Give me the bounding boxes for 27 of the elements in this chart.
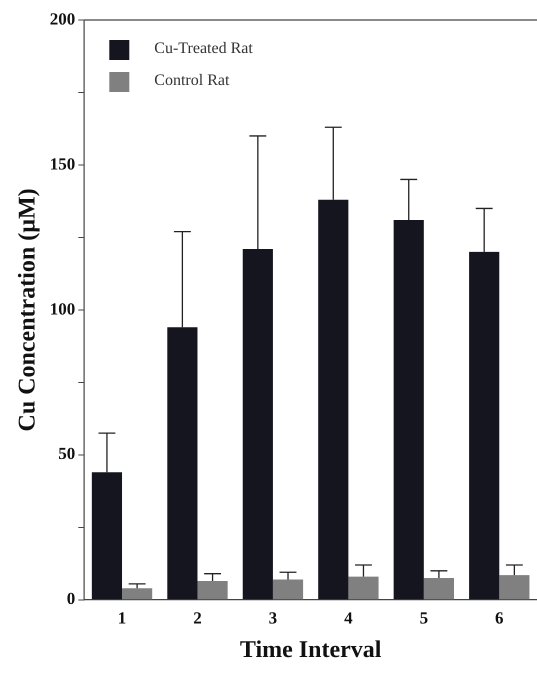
- bar: [469, 252, 500, 600]
- x-tick-label: 3: [268, 608, 278, 628]
- y-axis-title: Cu Concentration (µM): [14, 188, 41, 432]
- legend-label: Control Rat: [154, 72, 230, 90]
- bar: [272, 580, 304, 600]
- bar: [122, 588, 152, 600]
- bar: [499, 575, 530, 600]
- y-tick-label: 100: [50, 299, 76, 318]
- bar: [318, 200, 348, 600]
- bar: [92, 472, 122, 600]
- bar: [424, 578, 454, 600]
- y-tick-label: 0: [66, 589, 76, 608]
- x-tick-label: 1: [118, 608, 126, 628]
- y-tick-label: 150: [50, 154, 76, 174]
- x-tick-label: 4: [344, 608, 354, 628]
- legend-label: Cu-Treated Rat: [154, 40, 254, 58]
- x-tick-label: 2: [193, 608, 202, 628]
- bar: [197, 580, 228, 600]
- bar: [348, 576, 379, 600]
- y-tick-label: 200: [50, 9, 76, 28]
- x-axis-title: Time Interval: [240, 636, 382, 663]
- y-tick-label: 50: [58, 444, 76, 464]
- bar: [167, 327, 198, 600]
- bar: [242, 249, 273, 600]
- x-tick-label: 6: [495, 608, 504, 628]
- x-tick-label: 5: [420, 608, 428, 628]
- bar: [394, 220, 424, 600]
